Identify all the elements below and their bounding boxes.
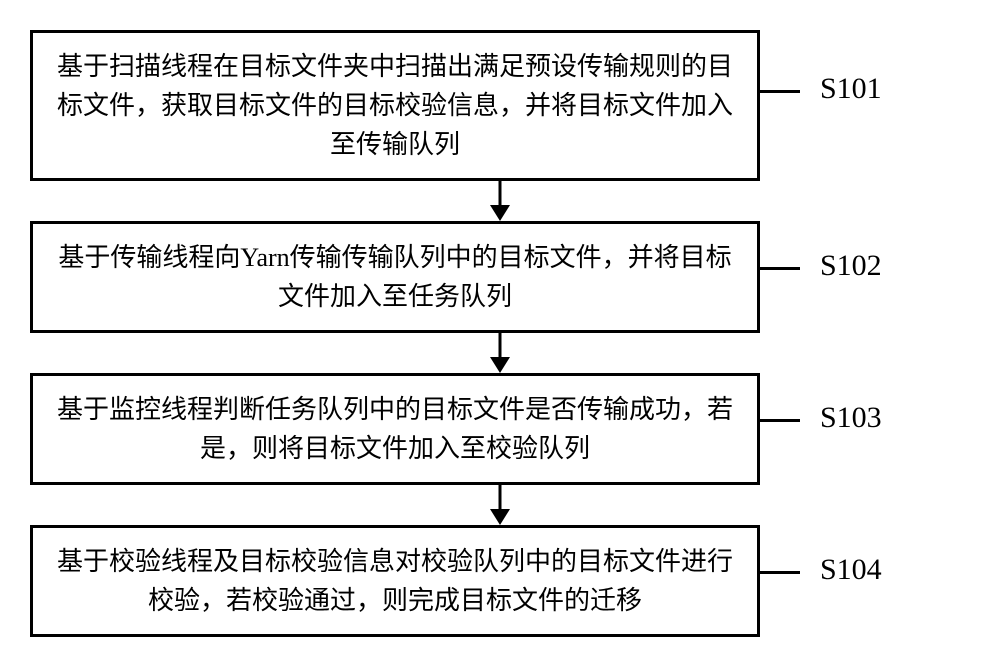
label-connector-line xyxy=(760,267,800,270)
flow-step-box: 基于校验线程及目标校验信息对校验队列中的目标文件进行校验，若校验通过，则完成目标… xyxy=(30,525,760,637)
flowchart-container: 基于扫描线程在目标文件夹中扫描出满足预设传输规则的目标文件，获取目标文件的目标校… xyxy=(30,30,970,637)
flow-step-text: 基于扫描线程在目标文件夹中扫描出满足预设传输规则的目标文件，获取目标文件的目标校… xyxy=(57,52,733,159)
flow-step: 基于传输线程向Yarn传输传输队列中的目标文件，并将目标文件加入至任务队列 S1… xyxy=(30,221,970,333)
flow-step-text: 基于监控线程判断任务队列中的目标文件是否传输成功，若是，则将目标文件加入至校验队… xyxy=(57,395,733,463)
flow-step: 基于校验线程及目标校验信息对校验队列中的目标文件进行校验，若校验通过，则完成目标… xyxy=(30,525,970,637)
flow-step-box: 基于扫描线程在目标文件夹中扫描出满足预设传输规则的目标文件，获取目标文件的目标校… xyxy=(30,30,760,181)
flow-step-label: S101 xyxy=(820,72,882,106)
flow-step-box: 基于监控线程判断任务队列中的目标文件是否传输成功，若是，则将目标文件加入至校验队… xyxy=(30,373,760,485)
label-connector-line xyxy=(760,419,800,422)
flow-step-text: 基于校验线程及目标校验信息对校验队列中的目标文件进行校验，若校验通过，则完成目标… xyxy=(57,547,733,615)
flow-arrow xyxy=(135,485,865,525)
flow-step-label: S104 xyxy=(820,553,882,587)
label-connector-line xyxy=(760,571,800,574)
flow-arrow xyxy=(135,181,865,221)
flow-step-label: S102 xyxy=(820,249,882,283)
flow-step-text: 基于传输线程向Yarn传输传输队列中的目标文件，并将目标文件加入至任务队列 xyxy=(58,243,731,311)
flow-step: 基于扫描线程在目标文件夹中扫描出满足预设传输规则的目标文件，获取目标文件的目标校… xyxy=(30,30,970,181)
flow-step-label: S103 xyxy=(820,401,882,435)
flow-step-box: 基于传输线程向Yarn传输传输队列中的目标文件，并将目标文件加入至任务队列 xyxy=(30,221,760,333)
flow-arrow xyxy=(135,333,865,373)
label-connector-line xyxy=(760,90,800,93)
flow-step: 基于监控线程判断任务队列中的目标文件是否传输成功，若是，则将目标文件加入至校验队… xyxy=(30,373,970,485)
